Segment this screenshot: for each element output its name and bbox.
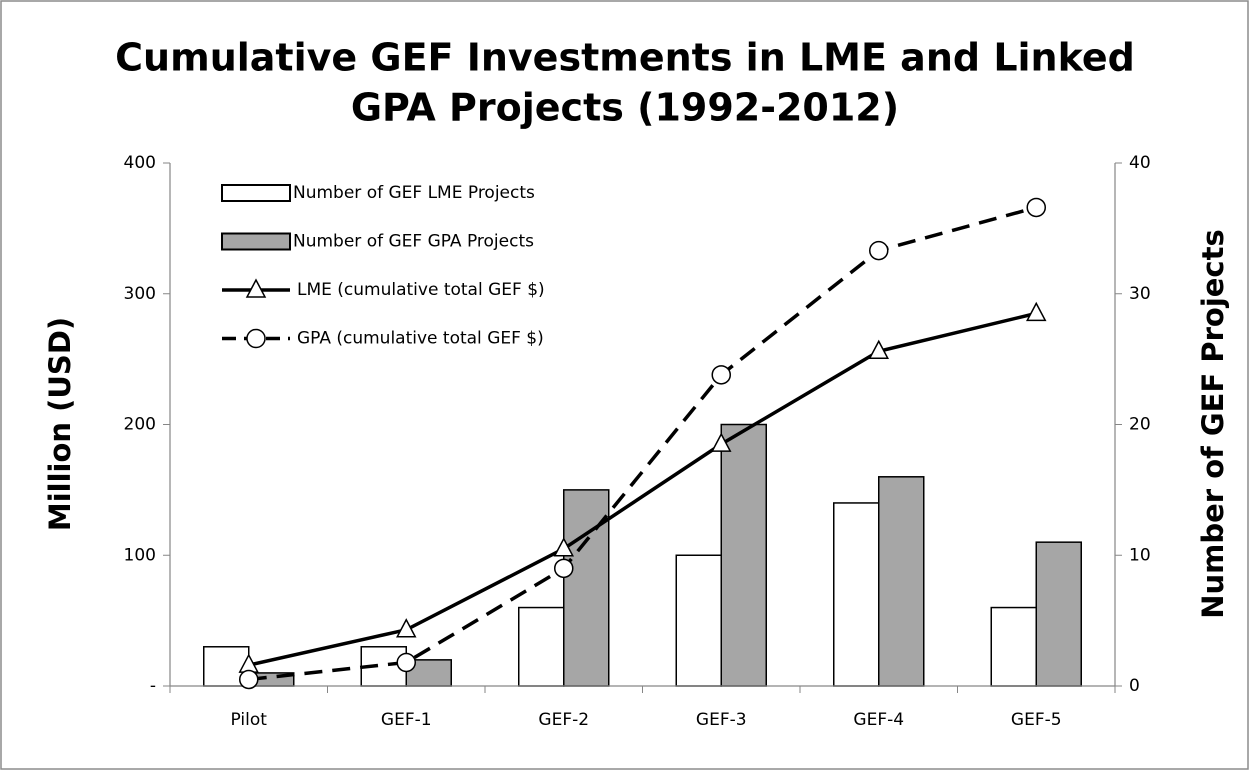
marker	[1026, 197, 1046, 218]
legend-entry: Number of GEF LME Projects	[221, 183, 535, 203]
line	[248, 311, 1037, 667]
legend-label: Number of GEF GPA Projects	[293, 232, 534, 252]
y-tick-label: 100	[124, 545, 156, 565]
legend-entry: LME (cumulative total GEF $)	[222, 278, 545, 300]
bar	[878, 476, 925, 687]
y-axis-title: Million (USD)	[43, 317, 77, 531]
marker	[553, 537, 574, 557]
marker	[711, 365, 731, 385]
bar	[720, 423, 767, 687]
marker	[869, 240, 889, 261]
chart-title: GPA Projects (1992-2012)	[351, 86, 899, 130]
legend-label: LME (cumulative total GEF $)	[297, 280, 545, 300]
bar	[833, 502, 880, 687]
marker	[239, 669, 259, 690]
marker	[868, 339, 889, 360]
chart-title: Cumulative GEF Investments in LME and Li…	[115, 36, 1135, 80]
marker	[554, 558, 574, 579]
legend-entry: Number of GEF GPA Projects	[221, 232, 534, 252]
x-tick-label: GEF-4	[853, 710, 904, 730]
legend-label: GPA (cumulative total GEF $)	[297, 329, 544, 349]
y2-tick-label: 0	[1129, 676, 1140, 696]
marker	[396, 652, 416, 673]
x-tick-label: GEF-2	[538, 710, 589, 730]
bar	[1035, 541, 1082, 687]
bar	[518, 606, 565, 687]
legend-label: Number of GEF LME Projects	[293, 183, 535, 203]
marker	[246, 328, 266, 349]
y2-tick-label: 20	[1129, 415, 1151, 435]
x-tick-label: GEF-3	[696, 710, 747, 730]
x-tick-label: GEF-5	[1011, 710, 1062, 730]
marker	[245, 278, 267, 298]
y-tick-label: -	[150, 676, 156, 696]
y-tick-label: 200	[124, 415, 156, 435]
legend-entry: GPA (cumulative total GEF $)	[222, 329, 544, 349]
y2-tick-label: 40	[1129, 153, 1151, 173]
x-tick-label: Pilot	[231, 710, 268, 730]
marker	[1026, 301, 1047, 322]
y2-axis-title: Number of GEF Projects	[1196, 229, 1230, 619]
y2-tick-label: 10	[1129, 545, 1151, 565]
y-tick-label: 400	[124, 153, 156, 173]
x-tick-label: GEF-1	[381, 710, 432, 730]
legend-swatch	[221, 184, 291, 202]
y-tick-label: 300	[124, 284, 156, 304]
legend-swatch	[221, 232, 291, 251]
bar	[675, 554, 722, 687]
marker	[396, 618, 417, 638]
bar	[990, 606, 1037, 687]
y2-tick-label: 30	[1129, 284, 1151, 304]
marker	[711, 432, 732, 452]
line	[248, 205, 1037, 682]
